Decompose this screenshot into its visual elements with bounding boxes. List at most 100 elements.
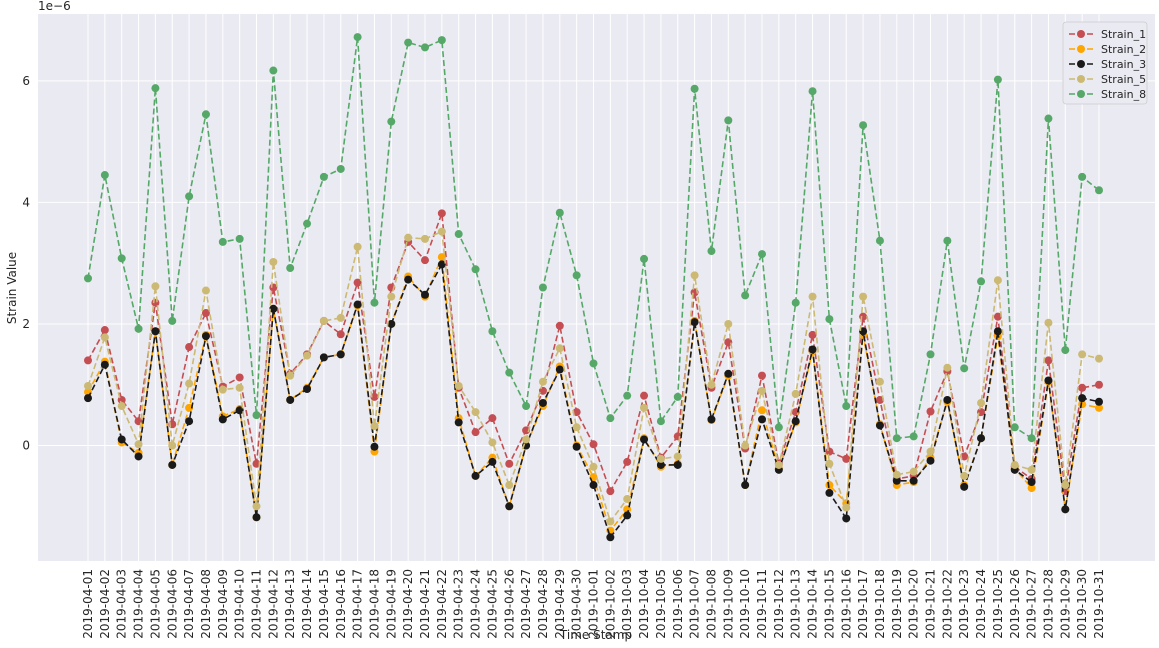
data-point [707, 380, 716, 389]
data-point [758, 371, 766, 380]
data-point [589, 440, 598, 449]
data-point [993, 75, 1002, 84]
x-tick-label: 2019-04-12 [266, 569, 280, 639]
x-tick-label: 2019-04-27 [519, 569, 533, 639]
x-tick-label: 2019-10-20 [907, 569, 921, 639]
y-offset-label: 1e−6 [38, 0, 71, 13]
data-point [201, 309, 210, 318]
data-point [319, 353, 328, 362]
data-point [235, 383, 244, 392]
data-point [741, 441, 750, 450]
x-tick-label: 2019-10-05 [654, 569, 668, 639]
data-point [1078, 350, 1087, 359]
data-point [151, 84, 160, 93]
data-point [185, 343, 194, 352]
legend-item: Strain_5 [1069, 73, 1146, 86]
data-point [319, 172, 328, 181]
data-point [185, 379, 194, 388]
data-point [421, 234, 429, 243]
x-tick-label: 2019-04-05 [148, 569, 162, 639]
data-point [1095, 380, 1103, 389]
data-point [1078, 394, 1087, 403]
data-point [319, 316, 328, 325]
legend: Strain_1 Strain_2 Strain_3 Strain_5 Strain_8 [1062, 21, 1148, 105]
data-point [218, 237, 227, 246]
x-tick-label: 2019-10-31 [1092, 569, 1106, 639]
data-point [353, 33, 362, 42]
data-point [791, 389, 800, 398]
data-point [1078, 172, 1087, 181]
legend-item: Strain_1 [1069, 28, 1146, 41]
data-point [555, 344, 564, 353]
data-point [201, 110, 210, 119]
x-tick-label: 2019-10-21 [924, 569, 938, 639]
data-point [1061, 346, 1070, 355]
data-point [690, 271, 699, 280]
data-point [117, 402, 126, 411]
data-point [690, 318, 699, 327]
legend-marker [1077, 75, 1085, 83]
data-point [538, 398, 547, 407]
data-point [185, 192, 194, 201]
data-point [353, 242, 362, 251]
x-tick-label: 2019-04-22 [435, 569, 449, 639]
data-point [774, 460, 783, 469]
legend-label: Strain_2 [1101, 43, 1146, 56]
x-tick-label: 2019-04-01 [81, 569, 95, 639]
data-point [808, 345, 817, 354]
data-point [960, 482, 969, 491]
data-point [842, 514, 851, 523]
data-point [336, 164, 345, 173]
data-point [488, 438, 497, 447]
data-point [589, 462, 598, 471]
data-point [993, 276, 1002, 285]
legend-marker [1077, 90, 1085, 98]
data-point [353, 300, 362, 309]
data-point [404, 38, 413, 47]
data-point [286, 264, 295, 273]
data-point [791, 417, 800, 426]
data-point [522, 402, 531, 411]
x-tick-label: 2019-04-20 [401, 569, 415, 639]
data-point [437, 253, 446, 262]
data-point [84, 381, 92, 390]
x-tick-label: 2019-10-25 [991, 569, 1005, 639]
x-tick-label: 2019-10-29 [1058, 569, 1072, 639]
x-tick-label: 2019-04-21 [418, 569, 432, 639]
data-point [370, 422, 379, 431]
data-point [572, 423, 581, 432]
x-tick-label: 2019-04-03 [115, 569, 129, 639]
data-point [134, 440, 143, 449]
data-point [909, 476, 918, 485]
data-point [791, 298, 800, 307]
data-point [1095, 397, 1103, 406]
data-point [1095, 354, 1103, 363]
x-tick-label: 2019-04-28 [536, 569, 550, 639]
x-tick-labels: 2019-04-01 2019-04-02 2019-04-03 2019-04-04… [81, 569, 1106, 639]
data-point [859, 292, 868, 301]
x-tick-label: 2019-04-23 [452, 569, 466, 639]
data-point [471, 428, 480, 437]
data-point [370, 442, 379, 451]
x-tick-label: 2019-10-11 [755, 569, 769, 639]
data-point [1027, 434, 1036, 443]
data-point [1027, 465, 1036, 474]
data-point [168, 441, 177, 450]
data-point [269, 257, 278, 266]
data-point [286, 395, 295, 404]
data-point [842, 503, 851, 512]
data-point [421, 43, 429, 52]
data-point [505, 368, 514, 377]
x-tick-label: 2019-10-23 [957, 569, 971, 639]
data-point [84, 394, 92, 403]
data-point [471, 265, 480, 274]
y-tick-label: 4 [22, 195, 30, 209]
x-tick-label: 2019-10-02 [603, 569, 617, 639]
legend-item: Strain_8 [1069, 88, 1146, 101]
data-point [859, 121, 868, 130]
data-point [640, 254, 649, 263]
data-point [724, 116, 733, 125]
data-point [538, 377, 547, 386]
data-point [471, 408, 480, 417]
